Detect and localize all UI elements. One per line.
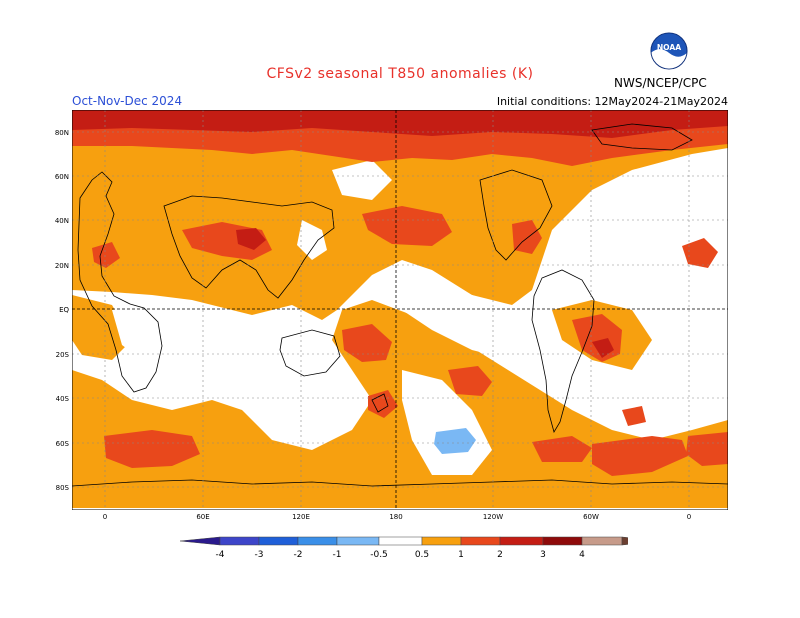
svg-text:NOAA: NOAA xyxy=(657,43,681,52)
legend-color-box xyxy=(378,536,423,546)
lon-label-60w: 60W xyxy=(583,513,599,521)
agency-label: NWS/NCEP/CPC xyxy=(614,76,707,90)
map-title: CFSv2 seasonal T850 anomalies (K) xyxy=(266,66,534,82)
color-legend: -4 -3 -2 -1 -0.5 0.5 1 2 3 4 xyxy=(179,536,628,560)
legend-color-box xyxy=(219,536,260,546)
legend-tick: -3 xyxy=(255,550,264,560)
legend-tick: 4 xyxy=(579,550,585,560)
legend-tick: 0.5 xyxy=(415,550,429,560)
lon-label-180: 180 xyxy=(389,513,402,521)
lat-label-60s: 60S xyxy=(56,440,70,448)
legend-tick: 3 xyxy=(540,550,546,560)
legend-color-box xyxy=(460,536,501,546)
lat-label-60n: 60N xyxy=(55,173,69,181)
lat-label-40s: 40S xyxy=(56,395,70,403)
lon-label-120e: 120E xyxy=(292,513,310,521)
longitude-label-row: 0 60E 120E 180 120W 60W 0 xyxy=(103,513,691,521)
legend-color-box xyxy=(621,536,628,546)
coastlines xyxy=(72,123,728,487)
lat-label-20n: 20N xyxy=(55,262,69,270)
reference-lines xyxy=(72,110,728,510)
legend-color-box xyxy=(336,536,380,546)
legend-color-box xyxy=(581,536,623,546)
lat-label-80s: 80S xyxy=(56,484,70,492)
legend-color-box xyxy=(542,536,583,546)
legend-color-box xyxy=(179,536,221,546)
legend-color-boxes xyxy=(179,536,628,546)
lon-label-0-east: 0 xyxy=(687,513,691,521)
legend-tick: -0.5 xyxy=(370,550,388,560)
legend-tick: 1 xyxy=(458,550,464,560)
legend-tick: -2 xyxy=(294,550,303,560)
lat-label-80n: 80N xyxy=(55,129,69,137)
anomaly-fill-negative xyxy=(434,428,476,454)
initial-conditions-label: Initial conditions: 12May2024-21May2024 xyxy=(496,95,728,108)
lat-label-eq: EQ xyxy=(59,306,69,314)
graticule xyxy=(72,110,728,510)
anomaly-fill-2-to-3 xyxy=(72,110,728,358)
lon-label-60e: 60E xyxy=(196,513,209,521)
anomaly-fill-near-normal xyxy=(112,160,728,475)
legend-color-box xyxy=(258,536,299,546)
lat-label-20s: 20S xyxy=(56,351,70,359)
legend-color-box xyxy=(421,536,462,546)
anomaly-fill-1-to-2 xyxy=(72,124,728,476)
legend-color-box xyxy=(499,536,544,546)
lon-label-120w: 120W xyxy=(483,513,503,521)
anomaly-map xyxy=(72,110,728,510)
lon-label-0: 0 xyxy=(103,513,107,521)
latitude-label-column: 80N 60N 40N 20N EQ 20S 40S 60S 80S xyxy=(55,129,70,492)
legend-tick-labels: -4 -3 -2 -1 -0.5 0.5 1 2 3 4 xyxy=(216,550,586,560)
noaa-logo-icon: NOAA xyxy=(650,32,688,70)
legend-color-box xyxy=(297,536,338,546)
legend-tick: 2 xyxy=(497,550,503,560)
legend-tick: -1 xyxy=(333,550,342,560)
season-label: Oct-Nov-Dec 2024 xyxy=(72,94,183,108)
legend-tick: -4 xyxy=(216,550,225,560)
lat-label-40n: 40N xyxy=(55,217,69,225)
